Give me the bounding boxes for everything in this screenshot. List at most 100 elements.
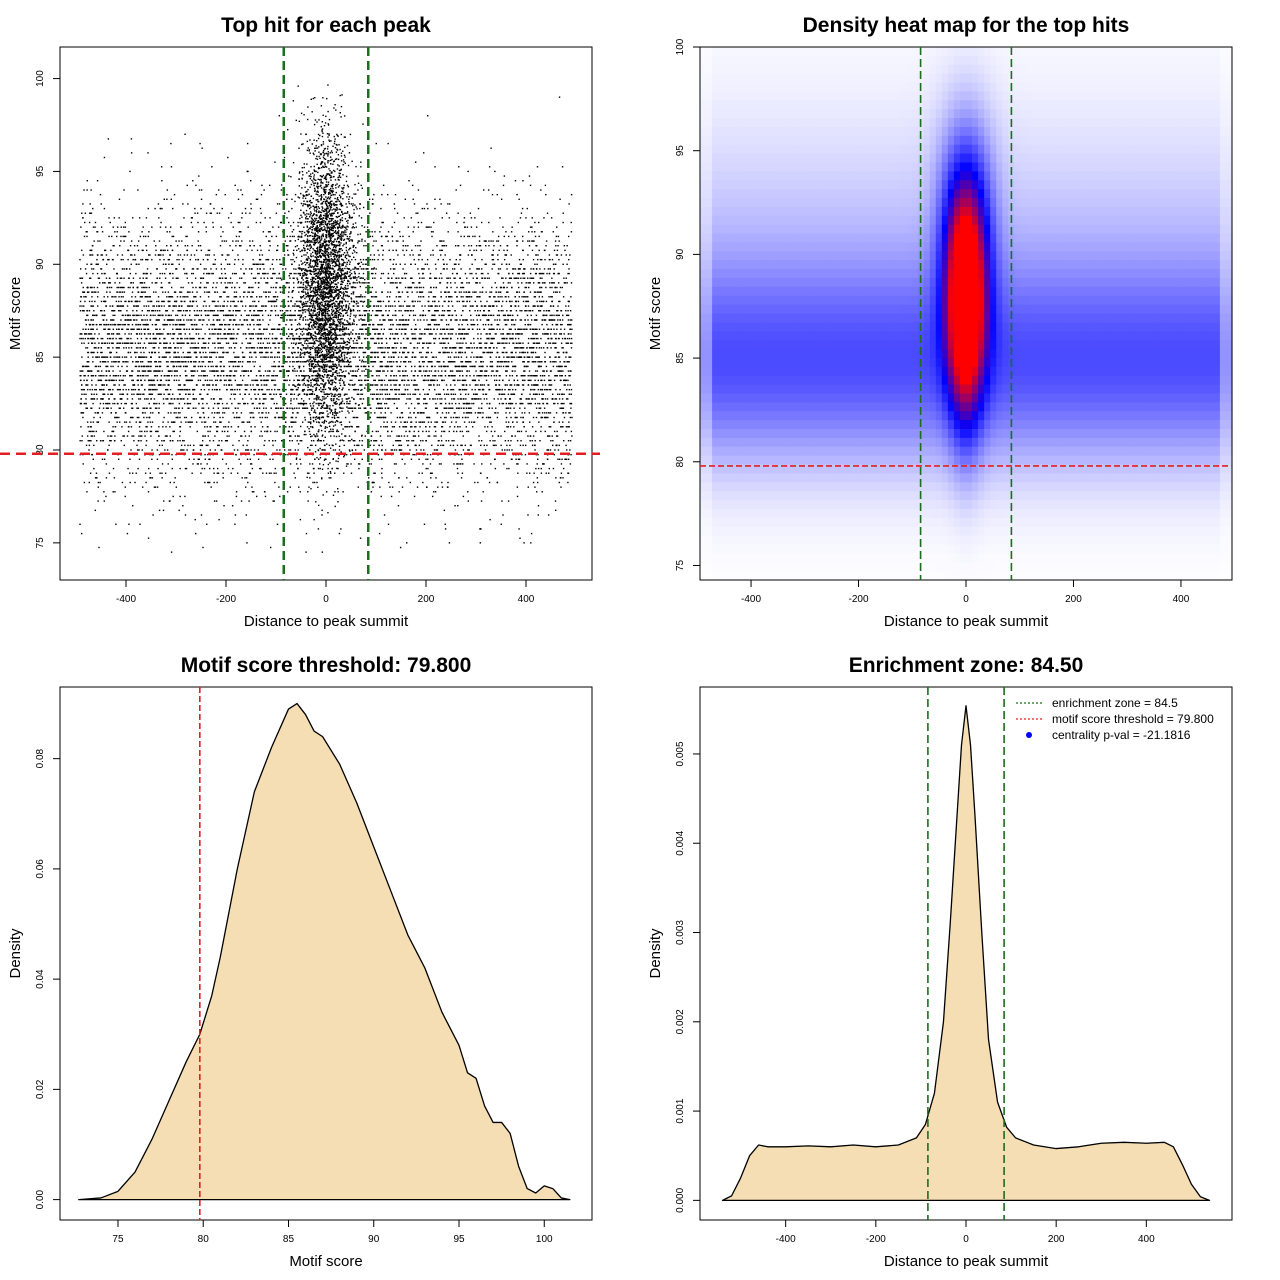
scatter-point	[398, 278, 399, 279]
scatter-point	[393, 361, 394, 362]
scatter-point	[204, 287, 205, 288]
scatter-point	[189, 389, 190, 390]
scatter-point	[90, 426, 91, 427]
scatter-point	[102, 459, 103, 460]
scatter-point	[93, 310, 94, 311]
scatter-point	[529, 278, 530, 279]
scatter-point	[352, 203, 353, 204]
scatter-point	[312, 403, 313, 404]
scatter-point	[493, 329, 494, 330]
scatter-point	[471, 389, 472, 390]
scatter-point	[303, 282, 304, 283]
scatter-point	[261, 194, 262, 195]
scatter-point	[510, 426, 511, 427]
scatter-point	[265, 217, 266, 218]
scatter-point	[121, 426, 122, 427]
scatter-point	[235, 380, 236, 381]
scatter-point	[463, 435, 464, 436]
scatter-point	[385, 347, 386, 348]
scatter-point	[460, 343, 461, 344]
scatter-point	[428, 329, 429, 330]
scatter-point	[570, 440, 571, 441]
scatter-point	[99, 282, 100, 283]
scatter-point	[101, 254, 102, 255]
scatter-point	[517, 473, 518, 474]
scatter-point	[322, 343, 323, 344]
scatter-point	[571, 435, 572, 436]
scatter-point	[139, 333, 140, 334]
scatter-point	[439, 361, 440, 362]
scatter-point	[93, 445, 94, 446]
scatter-point	[514, 384, 515, 385]
scatter-point	[402, 370, 403, 371]
scatter-point	[397, 343, 398, 344]
scatter-point	[184, 338, 185, 339]
scatter-point	[97, 287, 98, 288]
scatter-point	[343, 473, 344, 474]
scatter-point	[97, 500, 98, 501]
scatter-point	[248, 500, 249, 501]
scatter-point	[280, 333, 281, 334]
scatter-point	[198, 175, 199, 176]
scatter-point	[522, 329, 523, 330]
scatter-point	[456, 222, 457, 223]
scatter-point	[140, 259, 141, 260]
scatter-point	[402, 375, 403, 376]
scatter-point	[546, 389, 547, 390]
scatter-point	[419, 445, 420, 446]
scatter-point	[275, 473, 276, 474]
scatter-point	[86, 231, 87, 232]
scatter-point	[144, 431, 145, 432]
scatter-point	[425, 459, 426, 460]
scatter-point	[201, 199, 202, 200]
scatter-point	[309, 463, 310, 464]
scatter-point	[191, 273, 192, 274]
scatter-point	[387, 389, 388, 390]
scatter-point	[298, 343, 299, 344]
scatter-point	[434, 398, 435, 399]
scatter-point	[562, 264, 563, 265]
scatter-point	[454, 310, 455, 311]
scatter-point	[422, 208, 423, 209]
scatter-point	[354, 352, 355, 353]
scatter-point	[544, 375, 545, 376]
scatter-point	[557, 352, 558, 353]
scatter-point	[113, 324, 114, 325]
scatter-point	[230, 222, 231, 223]
scatter-point	[233, 366, 234, 367]
scatter-point	[116, 421, 117, 422]
scatter-point	[393, 352, 394, 353]
scatter-point	[307, 473, 308, 474]
scatter-point	[341, 421, 342, 422]
scatter-point	[167, 398, 168, 399]
scatter-point	[242, 361, 243, 362]
scatter-point	[144, 435, 145, 436]
scatter-point	[436, 305, 437, 306]
scatter-point	[279, 361, 280, 362]
scatter-point	[126, 347, 127, 348]
scatter-point	[486, 417, 487, 418]
scatter-point	[481, 375, 482, 376]
scatter-point	[226, 343, 227, 344]
scatter-point	[535, 236, 536, 237]
scatter-point	[550, 268, 551, 269]
scatter-point	[105, 380, 106, 381]
scatter-point	[214, 310, 215, 311]
scatter-point	[299, 380, 300, 381]
scatter-point	[162, 370, 163, 371]
scatter-point	[256, 496, 257, 497]
scatter-point	[395, 440, 396, 441]
scatter-point	[311, 435, 312, 436]
scatter-point	[140, 296, 141, 297]
scatter-point	[110, 440, 111, 441]
scatter-point	[400, 361, 401, 362]
scatter-point	[417, 375, 418, 376]
scatter-point	[172, 496, 173, 497]
scatter-point	[521, 310, 522, 311]
scatter-point	[114, 310, 115, 311]
scatter-point	[466, 426, 467, 427]
scatter-point	[242, 380, 243, 381]
scatter-point	[166, 199, 167, 200]
scatter-point	[218, 356, 219, 357]
scatter-point	[360, 259, 361, 260]
